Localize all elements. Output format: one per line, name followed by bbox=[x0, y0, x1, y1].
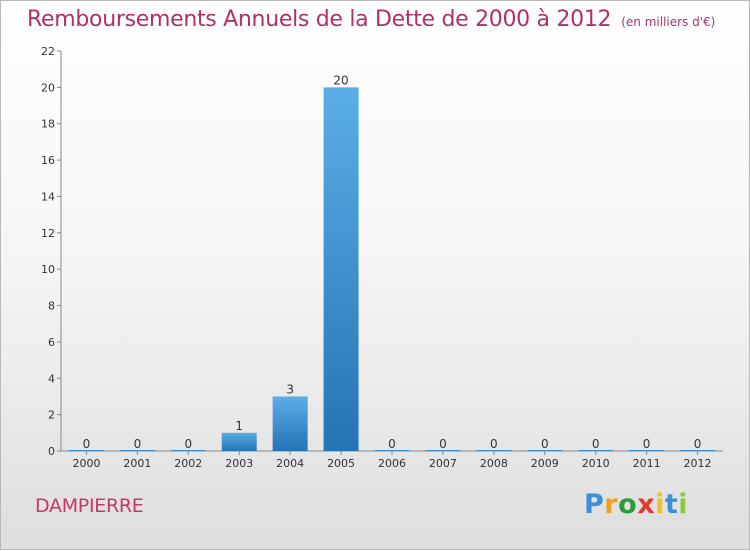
data-label-2000: 0 bbox=[83, 437, 91, 451]
y-tick-label: 20 bbox=[41, 81, 55, 94]
y-tick-label: 6 bbox=[48, 336, 55, 349]
x-tick-label: 2010 bbox=[582, 457, 610, 470]
x-tick-label: 2011 bbox=[633, 457, 661, 470]
x-tick-label: 2007 bbox=[429, 457, 457, 470]
logo-letter: x bbox=[637, 489, 656, 520]
x-tick-label: 2004 bbox=[276, 457, 304, 470]
logo-letter: t bbox=[664, 489, 679, 520]
x-tick-label: 2001 bbox=[123, 457, 151, 470]
bar-2005 bbox=[323, 87, 359, 451]
proxiti-logo[interactable]: Proxiti bbox=[584, 489, 688, 520]
chart-subtitle: (en milliers d'€) bbox=[621, 15, 716, 29]
x-tick-label: 2003 bbox=[225, 457, 253, 470]
bar-2007 bbox=[425, 450, 461, 451]
bar-2001 bbox=[119, 450, 155, 451]
y-tick-label: 18 bbox=[41, 118, 55, 131]
y-tick-label: 0 bbox=[48, 445, 55, 458]
logo-letter: r bbox=[604, 489, 619, 520]
data-label-2007: 0 bbox=[439, 437, 447, 451]
commune-name: DAMPIERRE bbox=[35, 495, 144, 517]
data-label-2002: 0 bbox=[184, 437, 192, 451]
data-label-2010: 0 bbox=[592, 437, 600, 451]
data-label-2004: 3 bbox=[286, 382, 294, 396]
y-tick-label: 8 bbox=[48, 300, 55, 313]
chart-title-text: Remboursements Annuels de la Dette de 20… bbox=[27, 7, 612, 32]
bar-2004 bbox=[272, 396, 308, 451]
chart-title: Remboursements Annuels de la Dette de 20… bbox=[27, 7, 715, 32]
bar-2003 bbox=[221, 432, 257, 451]
data-label-2003: 1 bbox=[235, 419, 243, 433]
bar-2006 bbox=[374, 450, 410, 451]
data-label-2012: 0 bbox=[694, 437, 702, 451]
y-tick-label: 4 bbox=[48, 372, 55, 385]
y-tick-label: 10 bbox=[41, 263, 55, 276]
y-tick-label: 16 bbox=[41, 154, 55, 167]
x-tick-label: 2006 bbox=[378, 457, 406, 470]
bar-2010 bbox=[578, 450, 614, 451]
x-tick-label: 2012 bbox=[684, 457, 712, 470]
data-label-2008: 0 bbox=[490, 437, 498, 451]
logo-letter: i bbox=[678, 489, 689, 520]
x-tick-label: 2002 bbox=[174, 457, 202, 470]
data-label-2001: 0 bbox=[134, 437, 142, 451]
x-tick-label: 2000 bbox=[72, 457, 100, 470]
data-label-2009: 0 bbox=[541, 437, 549, 451]
bar-2009 bbox=[527, 450, 563, 451]
x-tick-label: 2009 bbox=[531, 457, 559, 470]
data-label-2006: 0 bbox=[388, 437, 396, 451]
y-tick-label: 2 bbox=[48, 409, 55, 422]
bar-2011 bbox=[629, 450, 665, 451]
bar-2002 bbox=[170, 450, 206, 451]
logo-letter: P bbox=[584, 489, 605, 520]
logo-letter: o bbox=[618, 489, 638, 520]
data-label-2011: 0 bbox=[643, 437, 651, 451]
logo-letter: i bbox=[655, 489, 665, 520]
x-tick-label: 2008 bbox=[480, 457, 508, 470]
bar-2008 bbox=[476, 450, 512, 451]
y-tick-label: 22 bbox=[41, 45, 55, 58]
y-tick-label: 12 bbox=[41, 227, 55, 240]
data-label-2005: 20 bbox=[333, 73, 348, 87]
bar-2000 bbox=[68, 450, 104, 451]
y-tick-label: 14 bbox=[41, 190, 55, 203]
x-tick-label: 2005 bbox=[327, 457, 355, 470]
bar-2012 bbox=[680, 450, 716, 451]
